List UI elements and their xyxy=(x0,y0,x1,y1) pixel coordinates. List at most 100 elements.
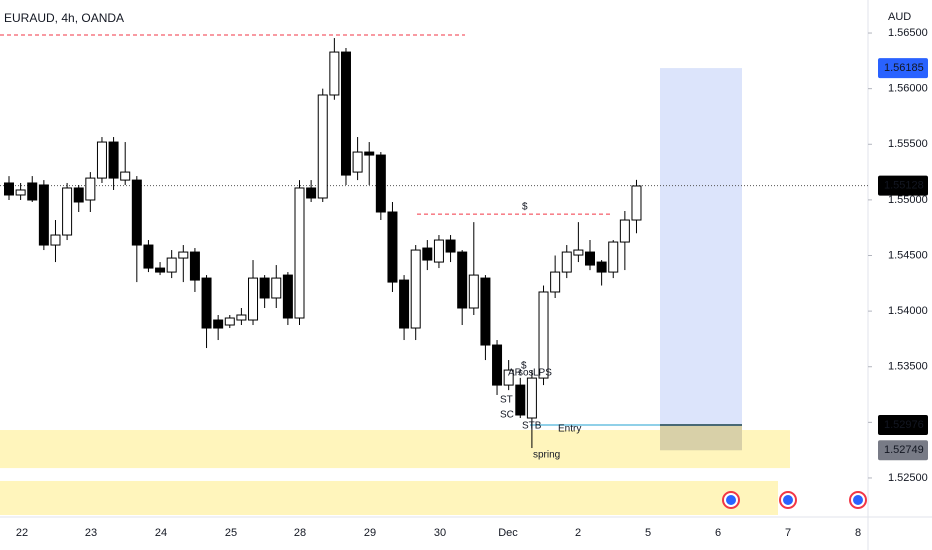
stop-box xyxy=(660,425,742,451)
annotation: $ xyxy=(522,202,528,213)
candle-body xyxy=(120,171,131,181)
candle-body xyxy=(189,251,200,281)
candle-body xyxy=(143,244,154,269)
event-icon-inner xyxy=(783,495,793,505)
candle-body xyxy=(433,239,444,263)
candle-body xyxy=(480,277,491,346)
chart-title: EURAUD, 4h, OANDA xyxy=(4,11,124,25)
candle-body xyxy=(294,187,305,319)
candle-body xyxy=(399,279,410,329)
x-tick-label: 7 xyxy=(785,527,791,539)
x-tick-label: 28 xyxy=(294,527,306,539)
candle-body xyxy=(306,187,317,199)
candle-body xyxy=(85,177,96,201)
candle-body xyxy=(4,182,14,196)
event-icon-inner xyxy=(853,495,863,505)
candle-body xyxy=(573,249,584,256)
candle-body xyxy=(329,51,340,96)
zone xyxy=(0,480,778,515)
price-label: 1.55128 xyxy=(884,180,924,192)
annotation: SC xyxy=(500,410,514,421)
annotation: LPS xyxy=(533,368,552,379)
y-tick-label: 1.54500 xyxy=(888,249,928,261)
x-tick-label: 25 xyxy=(225,527,237,539)
candle-body xyxy=(166,257,177,273)
x-tick-label: 29 xyxy=(364,527,376,539)
x-tick-label: Dec xyxy=(498,527,518,539)
candle-body xyxy=(282,274,293,319)
annotation: Entry xyxy=(558,424,581,435)
candle-body xyxy=(364,151,375,156)
candle-body xyxy=(178,251,189,259)
candle-body xyxy=(271,277,282,299)
annotation: STB xyxy=(522,421,542,432)
y-tick-label: 1.53500 xyxy=(888,361,928,373)
zone xyxy=(0,430,790,469)
candle-body xyxy=(596,261,607,273)
candle-body xyxy=(352,151,363,173)
price-label: 1.52749 xyxy=(884,444,924,456)
candle-body xyxy=(457,251,468,309)
candle-body xyxy=(550,271,561,293)
candle-body xyxy=(468,274,479,309)
x-tick-label: 23 xyxy=(85,527,97,539)
candle-body xyxy=(96,141,107,179)
price-label: 1.52976 xyxy=(884,419,924,431)
y-tick-label: 1.52500 xyxy=(888,472,928,484)
candle-body xyxy=(73,187,84,203)
candle-body xyxy=(410,249,421,329)
price-label-box xyxy=(878,440,928,461)
x-tick-label: 6 xyxy=(715,527,721,539)
candle-body xyxy=(515,384,526,416)
candle-body xyxy=(445,239,456,253)
candle-body xyxy=(62,187,73,236)
annotation: sos xyxy=(518,368,534,379)
y-tick-label: 1.54000 xyxy=(888,305,928,317)
candle-body xyxy=(561,251,572,273)
candle-body xyxy=(375,154,386,213)
event-icon-inner xyxy=(726,495,736,505)
candle-body xyxy=(131,179,142,246)
y-tick-label: 1.56500 xyxy=(888,27,928,39)
target-box xyxy=(660,68,742,426)
annotation: spring xyxy=(533,450,560,461)
candle-body xyxy=(340,51,351,176)
candle-body xyxy=(248,277,259,321)
candle-body xyxy=(236,314,247,321)
candle-body xyxy=(503,369,514,386)
candle-body xyxy=(619,219,630,243)
candle-body xyxy=(108,141,119,179)
currency: AUD xyxy=(888,11,911,23)
candle-body xyxy=(492,344,503,386)
candle-body xyxy=(422,247,433,261)
candle-body xyxy=(538,291,549,379)
price-label: 1.56185 xyxy=(884,62,924,74)
candle-body xyxy=(317,94,328,199)
price-label-box xyxy=(878,175,928,196)
x-tick-label: 24 xyxy=(155,527,167,539)
annotation: AR xyxy=(508,368,522,379)
candle-body xyxy=(585,251,595,266)
y-tick-label: 1.55500 xyxy=(888,138,928,150)
x-tick-label: 30 xyxy=(434,527,446,539)
x-tick-label: 2 xyxy=(575,527,581,539)
x-tick-label: 8 xyxy=(855,527,861,539)
x-tick-label: 5 xyxy=(645,527,651,539)
candle-body xyxy=(201,277,212,329)
candle-body xyxy=(213,319,224,329)
candle-body xyxy=(387,211,398,283)
candle-body xyxy=(50,234,61,246)
candle-body xyxy=(259,277,270,299)
candle-body xyxy=(224,317,235,326)
y-tick-label: 1.56000 xyxy=(888,83,928,95)
price-label-box xyxy=(878,415,928,436)
candle-body xyxy=(38,184,49,246)
candle-body xyxy=(608,241,619,273)
y-tick-label: 1.55000 xyxy=(888,194,928,206)
annotation: $ xyxy=(521,361,527,372)
x-tick-label: 22 xyxy=(16,527,28,539)
candle-body xyxy=(526,377,537,419)
annotation: ST xyxy=(500,395,513,406)
candle-body xyxy=(155,267,166,273)
